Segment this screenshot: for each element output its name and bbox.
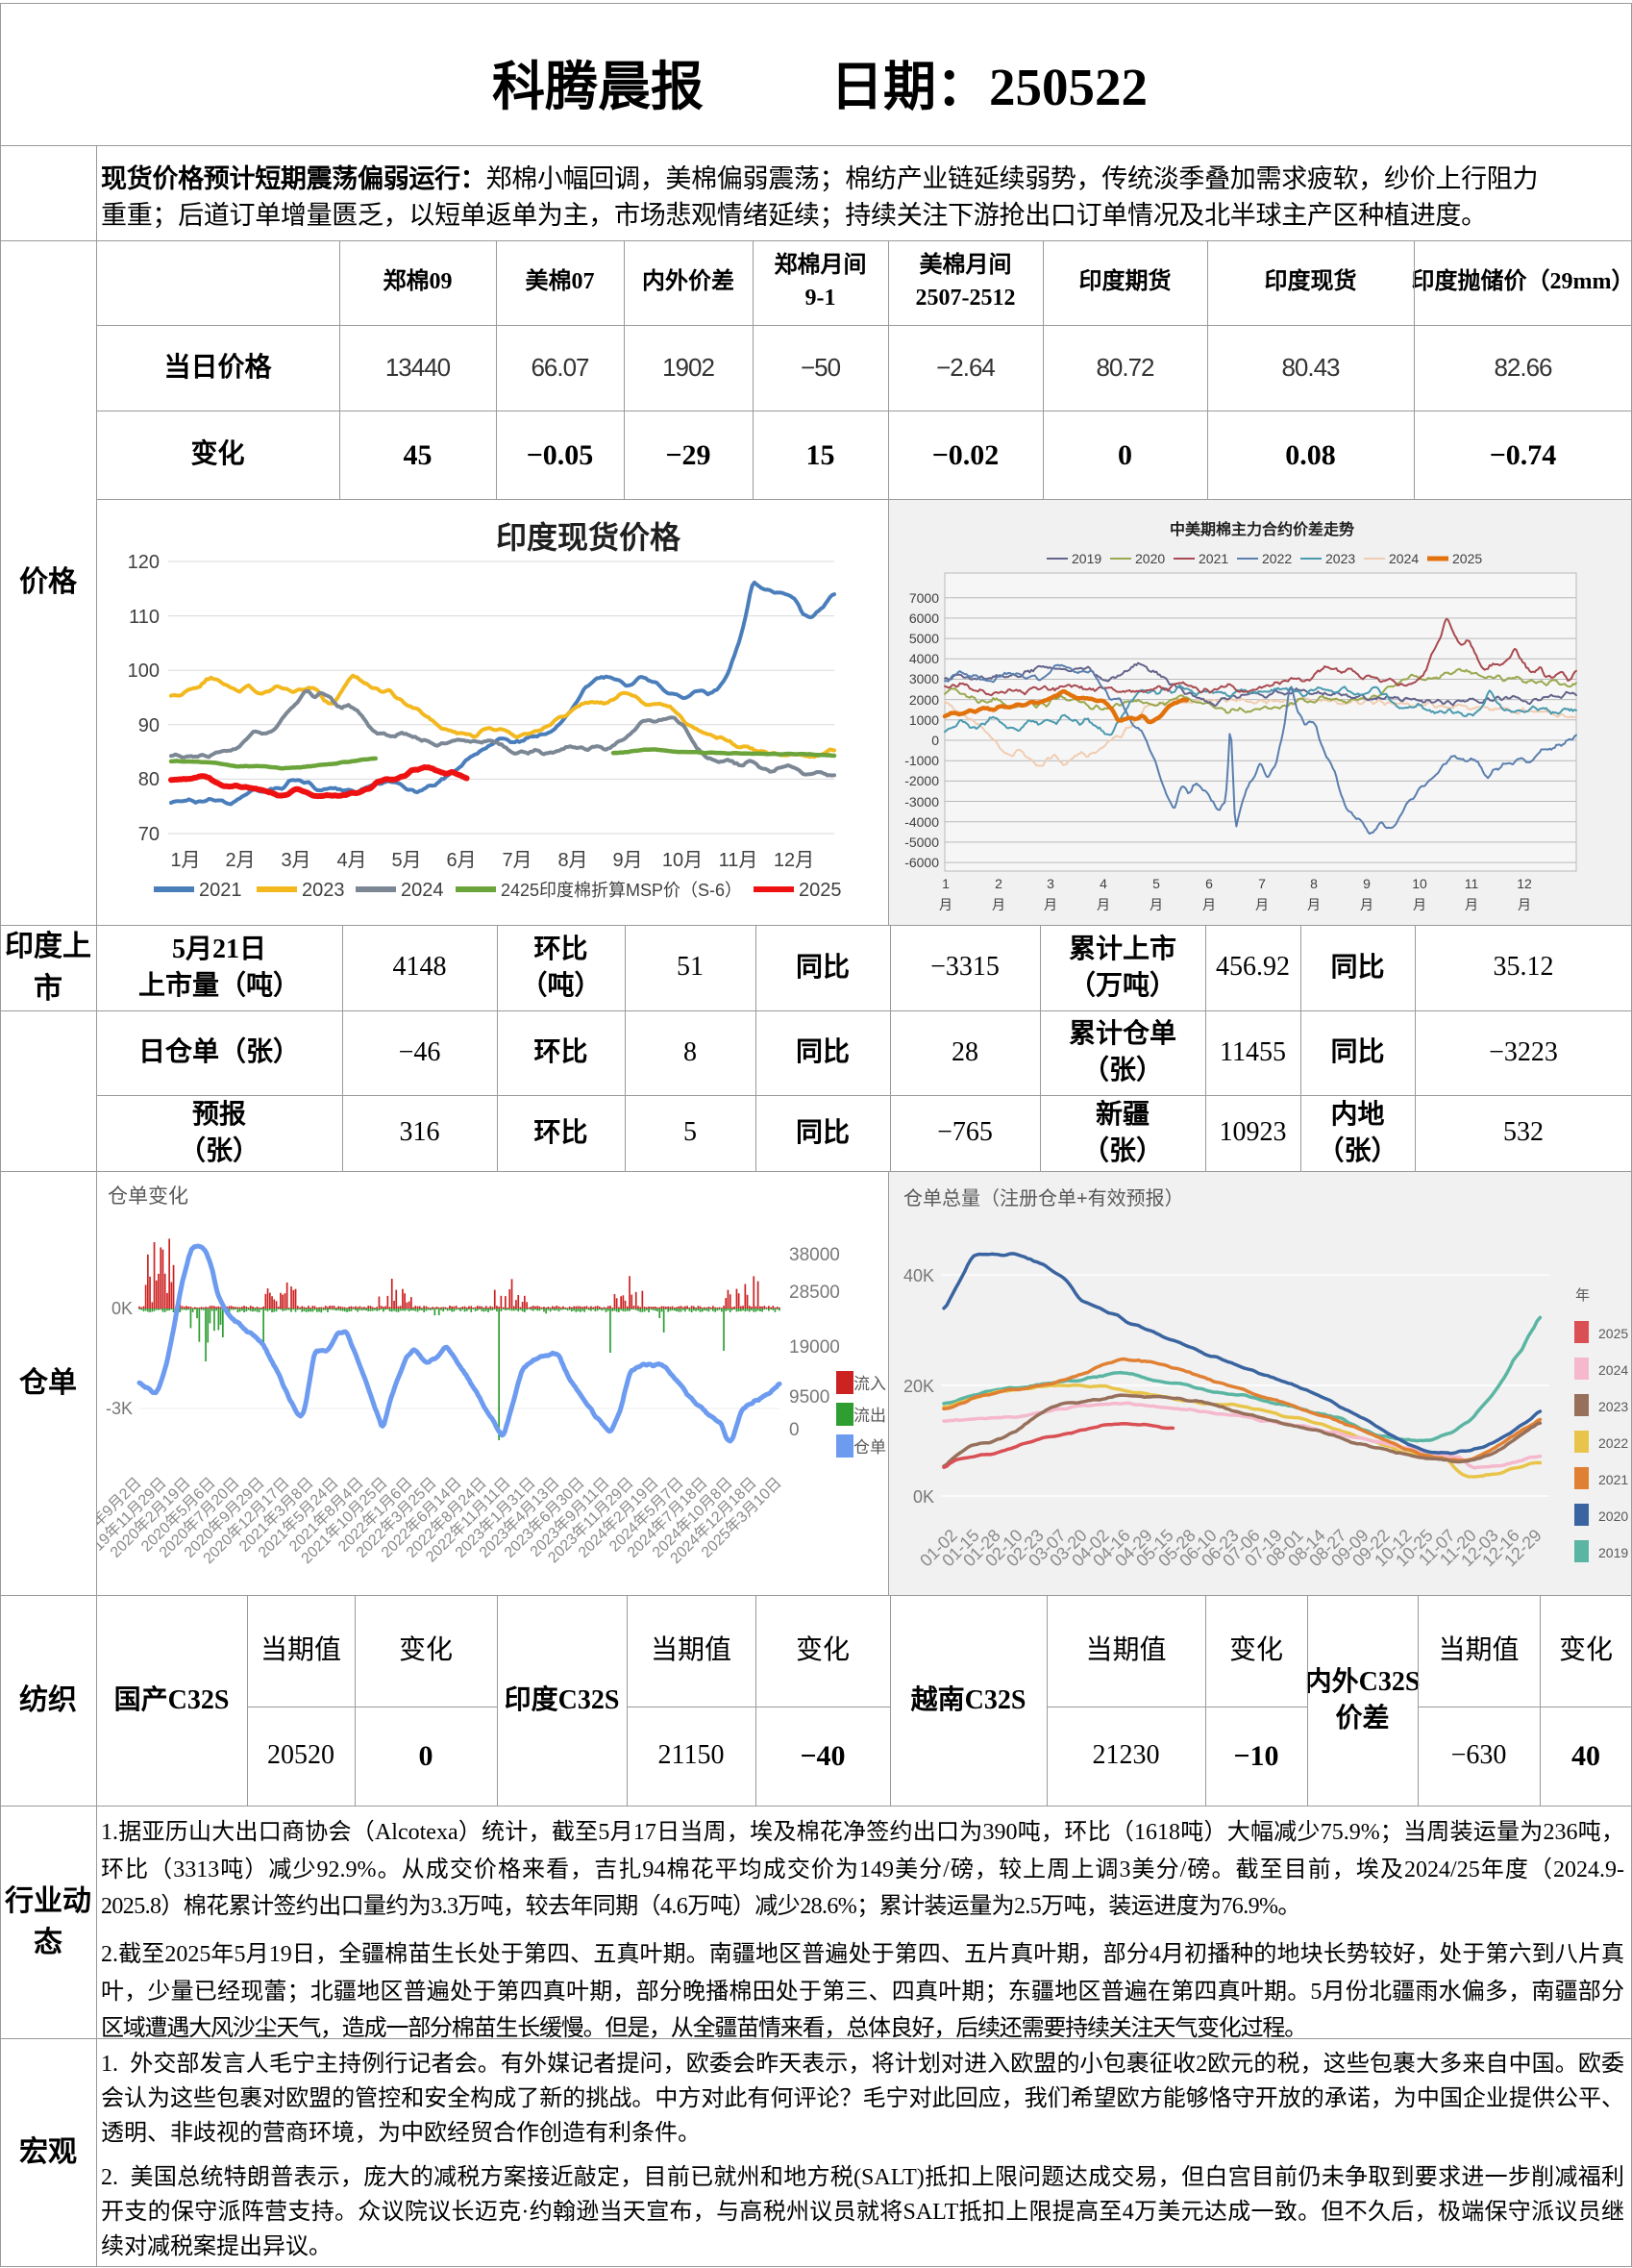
svg-text:3: 3 <box>1047 876 1054 891</box>
svg-text:2021: 2021 <box>1199 551 1228 566</box>
svg-text:2425印度棉折算MSP价（S-6）: 2425印度棉折算MSP价（S-6） <box>501 881 742 900</box>
svg-text:11: 11 <box>1465 876 1479 891</box>
svg-text:2025: 2025 <box>1452 551 1482 566</box>
svg-text:40K: 40K <box>903 1266 934 1285</box>
svg-text:月: 月 <box>1518 897 1531 912</box>
svg-text:1月: 1月 <box>170 850 200 871</box>
svg-text:120: 120 <box>128 552 160 573</box>
svg-text:5000: 5000 <box>909 631 939 646</box>
svg-text:100: 100 <box>128 660 160 682</box>
svg-text:月: 月 <box>1044 897 1057 912</box>
svg-text:0K: 0K <box>111 1299 133 1318</box>
svg-text:4: 4 <box>1100 876 1107 891</box>
svg-text:2024: 2024 <box>1598 1362 1628 1378</box>
svg-text:10: 10 <box>1412 876 1427 891</box>
svg-text:4000: 4000 <box>909 651 939 666</box>
svg-text:中美期棉主力合约价差走势: 中美期棉主力合约价差走势 <box>1170 520 1354 538</box>
svg-text:9500: 9500 <box>789 1387 829 1408</box>
svg-text:10月: 10月 <box>662 850 703 871</box>
svg-text:7000: 7000 <box>909 590 939 606</box>
svg-text:12月: 12月 <box>774 850 814 871</box>
svg-text:4月: 4月 <box>336 850 366 871</box>
svg-text:19000: 19000 <box>789 1337 840 1358</box>
svg-text:80: 80 <box>138 769 160 790</box>
svg-text:20K: 20K <box>903 1377 934 1396</box>
svg-text:-3000: -3000 <box>904 794 939 810</box>
svg-text:8: 8 <box>1310 876 1318 891</box>
svg-text:28500: 28500 <box>789 1283 840 1303</box>
svg-text:2月: 2月 <box>225 850 255 871</box>
svg-text:3000: 3000 <box>909 671 939 686</box>
svg-text:2: 2 <box>995 876 1002 891</box>
svg-text:2022: 2022 <box>1262 551 1292 566</box>
svg-text:2020: 2020 <box>1598 1508 1628 1524</box>
svg-text:月: 月 <box>1465 897 1478 912</box>
svg-text:仓单: 仓单 <box>853 1438 886 1457</box>
svg-text:0K: 0K <box>913 1487 934 1507</box>
svg-text:2025: 2025 <box>799 880 842 901</box>
svg-text:月: 月 <box>1097 897 1110 912</box>
svg-text:110: 110 <box>129 607 160 628</box>
svg-text:1000: 1000 <box>909 712 939 728</box>
svg-text:38000: 38000 <box>789 1245 840 1265</box>
svg-text:5: 5 <box>1152 876 1160 891</box>
svg-text:70: 70 <box>138 824 160 845</box>
svg-text:仓单总量（注册仓单+有效预报）: 仓单总量（注册仓单+有效预报） <box>903 1187 1184 1209</box>
svg-text:8月: 8月 <box>557 850 587 871</box>
svg-text:6: 6 <box>1205 876 1213 891</box>
svg-text:7: 7 <box>1258 876 1266 891</box>
svg-text:0: 0 <box>931 733 939 748</box>
svg-text:2020: 2020 <box>1135 551 1165 566</box>
svg-text:7月: 7月 <box>502 850 532 871</box>
svg-text:-1000: -1000 <box>904 753 939 768</box>
svg-text:月: 月 <box>992 897 1005 912</box>
svg-text:12: 12 <box>1517 876 1532 891</box>
svg-text:月: 月 <box>1150 897 1163 912</box>
svg-text:流出: 流出 <box>853 1407 886 1425</box>
svg-text:-5000: -5000 <box>904 835 939 850</box>
svg-text:2019: 2019 <box>1598 1545 1628 1560</box>
svg-text:2025: 2025 <box>1598 1326 1628 1341</box>
svg-text:90: 90 <box>138 715 160 736</box>
svg-text:年: 年 <box>1575 1287 1590 1304</box>
svg-text:2023: 2023 <box>302 880 345 901</box>
svg-text:2000: 2000 <box>909 692 939 708</box>
svg-text:1: 1 <box>942 876 950 891</box>
svg-text:月: 月 <box>1307 897 1321 912</box>
svg-text:2024: 2024 <box>401 880 444 901</box>
svg-text:2023: 2023 <box>1325 551 1355 566</box>
svg-text:2024: 2024 <box>1389 551 1419 566</box>
svg-text:-6000: -6000 <box>904 855 939 870</box>
svg-text:9: 9 <box>1363 876 1371 891</box>
svg-text:2019: 2019 <box>1072 551 1101 566</box>
svg-text:印度现货价格: 印度现货价格 <box>496 520 681 555</box>
svg-text:-2000: -2000 <box>904 773 939 788</box>
svg-text:11月: 11月 <box>719 850 758 871</box>
svg-text:月: 月 <box>1255 897 1269 912</box>
svg-text:-3K: -3K <box>106 1399 133 1418</box>
svg-text:9月: 9月 <box>612 850 642 871</box>
svg-text:2021: 2021 <box>199 880 242 901</box>
svg-text:6月: 6月 <box>446 850 476 871</box>
svg-text:-4000: -4000 <box>904 814 939 830</box>
svg-text:6000: 6000 <box>909 611 939 626</box>
svg-text:3月: 3月 <box>281 850 310 871</box>
svg-text:2021: 2021 <box>1598 1472 1628 1487</box>
svg-text:仓单变化: 仓单变化 <box>108 1185 188 1208</box>
svg-text:2022: 2022 <box>1598 1435 1628 1451</box>
svg-text:2023: 2023 <box>1598 1399 1628 1414</box>
svg-text:5月: 5月 <box>391 850 421 871</box>
svg-text:月: 月 <box>1413 897 1426 912</box>
svg-text:月: 月 <box>939 897 952 912</box>
svg-text:流入: 流入 <box>853 1375 886 1393</box>
svg-text:月: 月 <box>1202 897 1216 912</box>
svg-text:月: 月 <box>1360 897 1373 912</box>
svg-text:0: 0 <box>789 1420 800 1440</box>
